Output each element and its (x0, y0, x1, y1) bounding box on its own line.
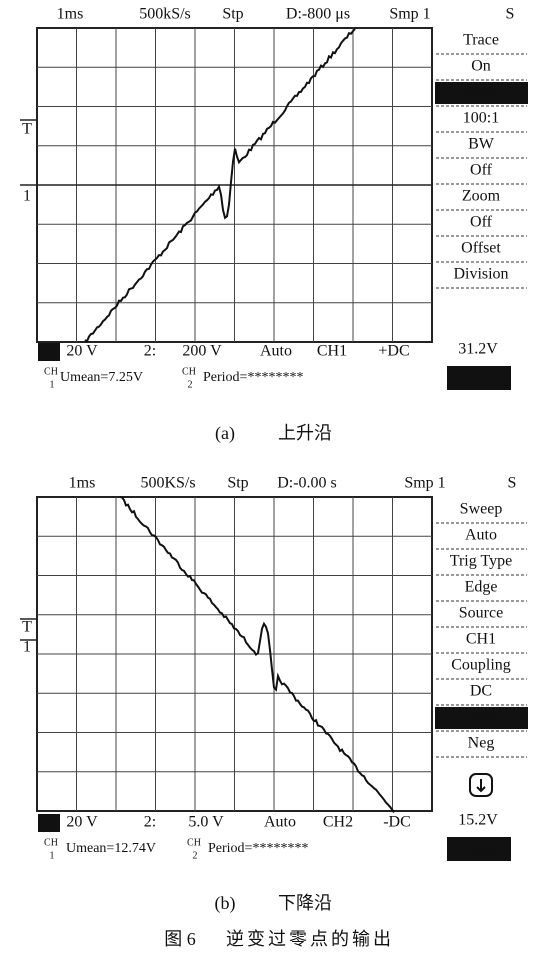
header-text: 1ms (57, 6, 84, 23)
menu-item: Division (453, 266, 508, 283)
reading: 31.2V (458, 341, 498, 358)
menu-item: Slope (463, 709, 499, 726)
header-text: S (508, 475, 517, 492)
header-text: Smp 1 (404, 475, 445, 492)
measurement: Umean=12.74V (66, 841, 156, 856)
header-text: S (506, 6, 515, 23)
channel-sub: 2 (193, 850, 198, 861)
menu-highlight (435, 82, 528, 104)
channel-sup: CH (182, 366, 196, 377)
channel-sup: CH (187, 837, 201, 848)
measurement: Period=******** (208, 841, 308, 856)
menu-item: Sweep (460, 501, 503, 518)
status-text: 20 V (66, 814, 98, 831)
status-text: +DC (378, 343, 409, 360)
status-text: CH1 (317, 343, 347, 360)
status-text: Auto (264, 814, 296, 831)
channel-sub: 1 (50, 850, 55, 861)
menu-item: CH1 (466, 631, 496, 648)
button-box (447, 837, 511, 861)
caption-label: (b) (215, 893, 236, 914)
caption-label: (a) (215, 423, 235, 444)
reading: 15.2V (458, 812, 498, 829)
menu-item: Zoom (462, 188, 501, 205)
caption-text: 下降沿 (278, 893, 332, 913)
header-text: D:-800 μs (286, 6, 350, 23)
header-text: 500kS/s (139, 6, 191, 23)
header-text: D:-0.00 s (277, 475, 337, 492)
figure-number: 图 6 (164, 929, 196, 949)
button-label: CH 1 (462, 369, 496, 386)
menu-item: DC (470, 683, 492, 700)
menu-item: Edge (465, 579, 498, 596)
menu-item: Auto (465, 527, 497, 544)
menu-item: 100:1 (463, 110, 499, 127)
measurement: Umean=7.25V (60, 370, 143, 385)
header-text: Smp 1 (389, 6, 430, 23)
status-text: 5.0 V (188, 814, 224, 831)
channel-box (38, 343, 60, 361)
header-text: Stp (227, 475, 248, 492)
status-text: 200 V (182, 343, 222, 360)
marker-label: T (22, 619, 32, 636)
status-text: CH2 (323, 814, 353, 831)
menu-item: Trace (463, 32, 499, 49)
status-text: 1: (43, 343, 55, 360)
channel-sup: CH (44, 837, 58, 848)
marker-label: T (22, 121, 32, 138)
menu-item: Source (459, 605, 503, 622)
button-label: Trigger (455, 840, 503, 857)
measurement: Period=******** (203, 370, 303, 385)
marker-label: 1 (23, 639, 31, 656)
channel-sup: CH (44, 366, 58, 377)
menu-item: Off (470, 214, 493, 231)
trigger-icon (469, 773, 493, 797)
menu-item: Coupling (451, 657, 511, 674)
status-text: Auto (260, 343, 292, 360)
trigger-arrow (476, 779, 486, 793)
header-text: 500KS/s (140, 475, 195, 492)
channel-sub: 2 (188, 379, 193, 390)
channel-sub: 1 (50, 379, 55, 390)
header-text: Stp (222, 6, 243, 23)
figure-title: 逆变过零点的输出 (226, 929, 394, 949)
menu-item: Offset (461, 240, 501, 257)
waveform (119, 496, 395, 813)
header-text: 1ms (69, 475, 96, 492)
menu-item: BW (468, 136, 495, 153)
status-text: 20 V (66, 343, 98, 360)
menu-item: Off (470, 162, 493, 179)
status-text: 2: (144, 343, 156, 360)
channel-box (38, 814, 60, 832)
caption-text: 上升沿 (278, 423, 332, 443)
menu-item: Neg (468, 735, 495, 752)
button-box (447, 366, 511, 390)
status-text: 2: (144, 814, 156, 831)
status-text: -DC (383, 814, 411, 831)
menu-item: On (471, 58, 491, 75)
menu-item: Trig Type (450, 553, 512, 570)
marker-label: 1 (23, 188, 31, 205)
status-text: 1: (43, 814, 55, 831)
menu-highlight (435, 707, 528, 729)
waveform (84, 28, 356, 343)
menu-item: Probe (462, 84, 499, 101)
